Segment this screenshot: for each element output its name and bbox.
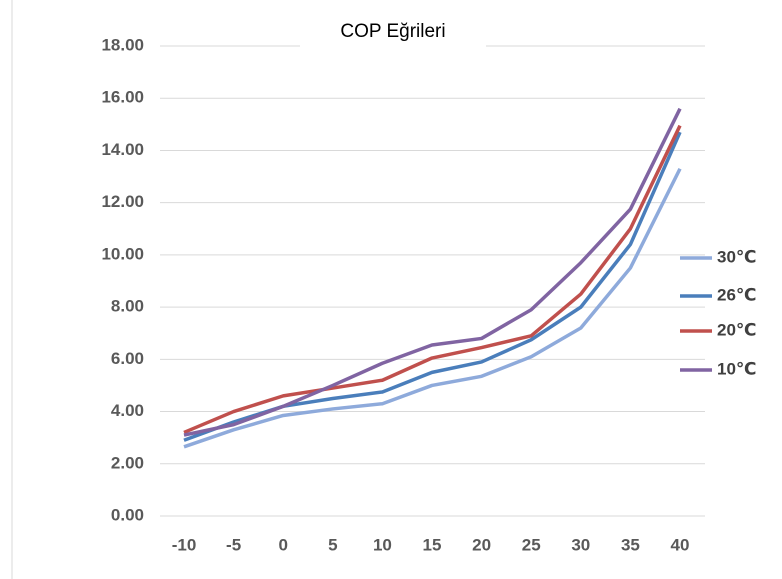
y-tick-label: 12.00 bbox=[101, 192, 144, 211]
x-tick-label: 40 bbox=[671, 535, 690, 554]
y-tick-label: 2.00 bbox=[111, 453, 144, 472]
series-line bbox=[183, 107, 682, 437]
series-line bbox=[183, 124, 682, 435]
x-tick-label: -5 bbox=[226, 535, 241, 554]
title-bg bbox=[300, 14, 486, 50]
y-tick-label: 10.00 bbox=[101, 244, 144, 263]
legend-label: 30℃ bbox=[717, 247, 757, 266]
x-tick-label: -10 bbox=[172, 535, 197, 554]
x-tick-label: 20 bbox=[472, 535, 491, 554]
x-tick-label: 35 bbox=[621, 535, 640, 554]
y-tick-label: 16.00 bbox=[101, 88, 144, 107]
legend-label: 20℃ bbox=[717, 320, 757, 339]
x-tick-label: 0 bbox=[278, 535, 287, 554]
y-tick-label: 8.00 bbox=[111, 297, 144, 316]
chart-title: COP Eğrileri bbox=[340, 21, 445, 42]
x-tick-label: 5 bbox=[328, 535, 337, 554]
y-tick-label: 14.00 bbox=[101, 140, 144, 159]
y-tick-label: 6.00 bbox=[111, 349, 144, 368]
x-tick-label: 30 bbox=[571, 535, 590, 554]
y-tick-label: 0.00 bbox=[111, 505, 144, 524]
legend-label: 10℃ bbox=[717, 359, 757, 378]
x-tick-label: 25 bbox=[522, 535, 541, 554]
series-line bbox=[183, 167, 682, 449]
legend-label: 26℃ bbox=[717, 285, 757, 304]
y-tick-label: 4.00 bbox=[111, 401, 144, 420]
x-tick-label: 15 bbox=[423, 535, 442, 554]
series-line bbox=[183, 131, 682, 442]
x-tick-label: 10 bbox=[373, 535, 392, 554]
y-tick-label: 18.00 bbox=[101, 35, 144, 54]
